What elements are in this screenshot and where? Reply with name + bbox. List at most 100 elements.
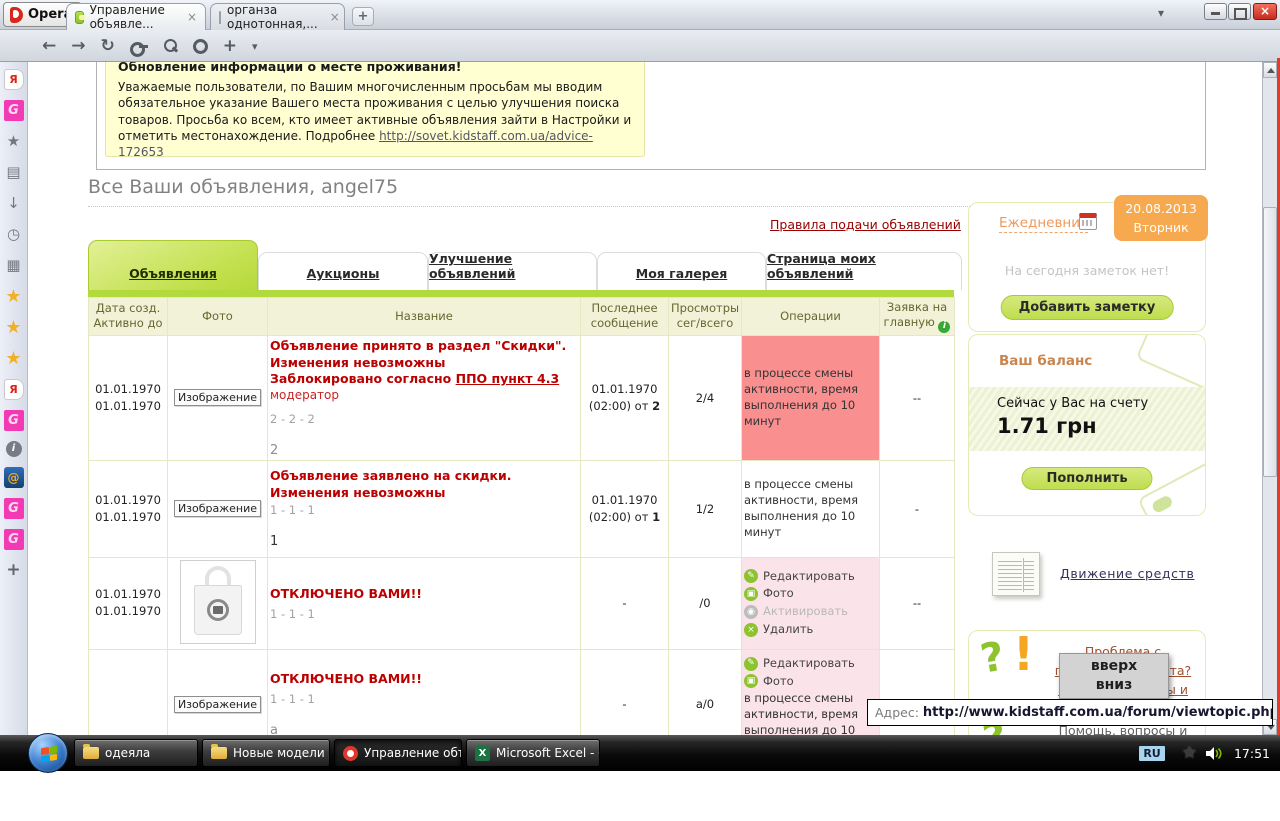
calendar-icon[interactable] [1079,213,1097,230]
back-icon[interactable]: ← [42,35,57,56]
scrollbar-thumb[interactable] [1263,207,1277,477]
row-views: 2/4 [668,334,742,461]
chevron-down-icon[interactable]: ▾ [252,39,258,53]
tab-announcements[interactable]: Объявления [88,240,258,290]
table-row: Изображение ОТКЛЮЧЕНО ВАМИ!! 1 - 1 - 1 a… [88,648,955,735]
window-close-button[interactable]: × [1253,3,1277,20]
add-toolbar-icon[interactable]: + [222,35,237,56]
forward-icon[interactable]: → [71,35,86,56]
password-wand-icon[interactable] [129,41,148,57]
help-bottom-label: Помощь, вопросы и [1058,723,1188,735]
tab-improvement[interactable]: Улучшение объявлений [428,251,597,290]
window-maximize-button[interactable] [1228,3,1251,20]
scroll-up-button[interactable]: вверх [1090,658,1138,675]
notice-link[interactable]: http://sovet.kidstaff.com.ua/advice-1726… [118,128,593,157]
delete-link[interactable]: × Удалить [744,622,877,638]
system-tray: RU ★ 17:51 [1139,735,1270,771]
browser-scrollbar[interactable] [1262,62,1277,735]
ppo-link[interactable]: ППО пункт 4.3 [455,371,560,387]
page-title: Все Ваши объявления, angel75 [88,176,399,198]
g-service-icon[interactable]: G [3,529,24,550]
history-icon[interactable]: ◷ [6,225,21,243]
scroll-down-button[interactable]: вниз [1095,677,1133,693]
tray-app-icon[interactable]: ★ [1181,743,1197,763]
row-title-cell: ОТКЛЮЧЕНО ВАМИ!! 1 - 1 - 1 a [267,648,581,735]
toolbar-overflow-chevron-icon[interactable]: ▾ [1158,6,1165,20]
add-panel-icon[interactable]: + [6,560,21,580]
row-stats: 2 - 2 - 2 [270,411,315,426]
notes-icon[interactable]: ▤ [6,163,21,181]
photo-link[interactable]: ▣ Фото [744,586,877,602]
window-minimize-button[interactable] [1204,3,1227,20]
scrollbar-up-arrow[interactable] [1263,62,1277,78]
row-request: -- [879,556,955,650]
balance-title: Ваш баланс [999,353,1093,369]
g-service-icon[interactable]: G [3,100,24,121]
notice-box: Обновление информации о месте проживания… [105,62,645,157]
image-placeholder[interactable]: Изображение [173,389,262,407]
row-operations-status: в процессе смены активности, время выпол… [741,459,880,558]
row-title-cell: ОТКЛЮЧЕНО ВАМИ!! 1 - 1 - 1 [267,556,581,650]
volume-icon[interactable] [1205,746,1223,761]
g-service-icon[interactable]: G [3,410,24,431]
taskbar-item-models[interactable]: Новые модели №2 [202,739,330,767]
edit-link[interactable]: ✎ Редактировать [744,569,877,585]
opera-o-icon[interactable] [192,38,208,54]
opera-menu-label: Opera [28,7,73,22]
request-info-icon[interactable]: i [938,320,951,333]
image-placeholder[interactable]: Изображение [173,500,262,518]
photo-link[interactable]: ▣ Фото [744,674,877,690]
taskbar-item-opera[interactable]: Управление объя... [334,739,462,767]
yandex-icon[interactable]: Я [3,69,24,90]
row-code: 1 [270,534,279,550]
receipt-icon [992,552,1040,596]
taskbar-item-excel[interactable]: X Microsoft Excel - O... [466,739,600,767]
g-service-icon[interactable]: G [3,498,24,519]
bag-photo-thumbnail[interactable] [179,559,256,644]
browser-tab-2[interactable]: органза однотонная,... × [210,3,345,31]
col-last-message: Последнее сообщение [580,297,669,336]
folder-icon [211,744,227,759]
add-note-button[interactable]: Добавить заметку [1000,295,1174,320]
tab-my-page[interactable]: Страница моих объявлений [766,251,962,290]
daily-planner-widget: Ежедневник 20.08.2013 Вторник На сегодня … [968,195,1208,332]
start-button[interactable] [28,733,68,773]
tab-gallery[interactable]: Моя галерея [597,252,766,290]
mail-icon[interactable]: @ [3,467,24,488]
row-dates [88,648,168,735]
row-operations-links: ✎ Редактировать ▣ Фото в процессе смены … [741,648,880,735]
row-photo: Изображение [167,459,268,558]
funds-movement-link[interactable]: Движение средств [1060,566,1195,581]
tab-close-icon[interactable]: × [329,10,340,24]
downloads-icon[interactable]: ↓ [7,194,20,212]
favorite-star-icon[interactable]: ★ [5,347,22,369]
row-photo: Изображение [167,648,268,735]
search-icon[interactable] [163,38,178,54]
row-title: ОТКЛЮЧЕНО ВАМИ!! [270,586,423,602]
browser-titlebar: Opera Управление объявле... × органза од… [0,0,1280,31]
reload-icon[interactable]: ↻ [100,35,115,56]
yandex-icon[interactable]: Я [3,379,24,400]
taskbar-item-odeyala[interactable]: одеяла [74,739,198,767]
bookmarks-icon[interactable]: ★ [6,132,21,150]
info-icon[interactable]: i [5,441,22,457]
tab-auctions[interactable]: Аукционы [258,252,428,290]
announcements-table: Дата созд. Активно до Фото Название После… [88,297,955,735]
panels-icon[interactable]: ▦ [6,256,21,274]
browser-tab-2-title: органза однотонная,... [227,3,318,31]
row-title-cell: Объявление принято в раздел "Скидки". Из… [267,334,581,461]
favorite-star-icon[interactable]: ★ [5,316,22,338]
page-favicon [219,10,221,24]
top-up-button[interactable]: Пополнить [1021,467,1153,490]
favorite-star-icon[interactable]: ★ [5,285,22,307]
image-placeholder[interactable]: Изображение [173,695,262,713]
tab-close-icon[interactable]: × [186,10,197,24]
new-tab-button[interactable]: + [352,7,374,26]
browser-tab-1[interactable]: Управление объявле... × [66,3,206,31]
rules-link[interactable]: Правила подачи объявлений [770,217,961,232]
link-address-tooltip: Адрес: http://www.kidstaff.com.ua/forum/… [867,699,1273,726]
edit-link[interactable]: ✎ Редактировать [744,656,877,672]
language-indicator[interactable]: RU [1139,745,1165,761]
daily-planner-link[interactable]: Ежедневник [999,215,1089,233]
funds-row: Движение средств [968,550,1206,610]
